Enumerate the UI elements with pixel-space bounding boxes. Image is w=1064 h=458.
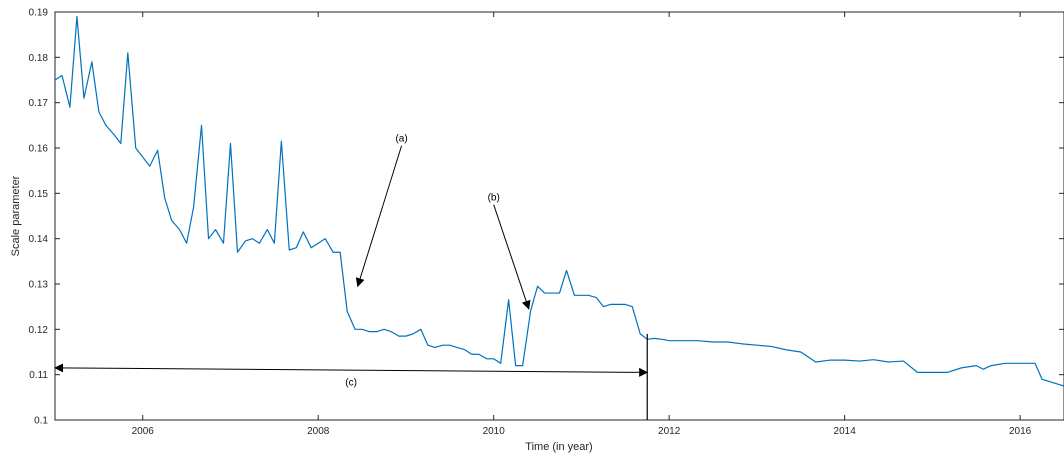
- axes-frame: [54, 11, 1064, 421]
- x-tick-label: 2010: [483, 426, 506, 437]
- annotation-label: (c): [345, 377, 357, 388]
- x-tick-label: 2016: [1009, 426, 1032, 437]
- y-tick-label: 0.16: [29, 144, 49, 155]
- y-tick-label: 0.18: [29, 53, 49, 64]
- series-group: [54, 15, 1064, 387]
- axes: 2006 2008 2010 2012 2014 2016 0.1 0.11 0.12 0.13 0…: [29, 8, 1064, 437]
- annotation-arrow: [54, 363, 649, 377]
- y-tick-label: 0.14: [29, 234, 49, 245]
- series-line: [54, 15, 1064, 387]
- x-tick-label: 2012: [658, 426, 681, 437]
- annotation-label: (a): [395, 134, 407, 145]
- y-tick-label: 0.12: [29, 325, 49, 336]
- y-tick-label: 0.19: [29, 8, 49, 19]
- annotation-arrow: [493, 204, 531, 310]
- y-tick-label: 0.1: [34, 416, 48, 427]
- annotation-arrow: [355, 145, 403, 288]
- plot-area: [55, 12, 1064, 420]
- annotation-label: (b): [488, 193, 500, 204]
- annotations: (a) (b) (c): [54, 134, 649, 420]
- x-axis-title: Time (in year): [525, 441, 592, 453]
- y-tick-label: 0.11: [29, 370, 48, 381]
- y-tick-label: 0.15: [29, 189, 49, 200]
- y-tick-label: 0.17: [29, 98, 49, 109]
- x-tick-label: 2008: [307, 426, 330, 437]
- y-axis-title: Scale parameter: [10, 175, 22, 256]
- x-tick-label: 2014: [834, 426, 857, 437]
- x-tick-label: 2006: [132, 426, 155, 437]
- y-tick-label: 0.13: [29, 280, 49, 291]
